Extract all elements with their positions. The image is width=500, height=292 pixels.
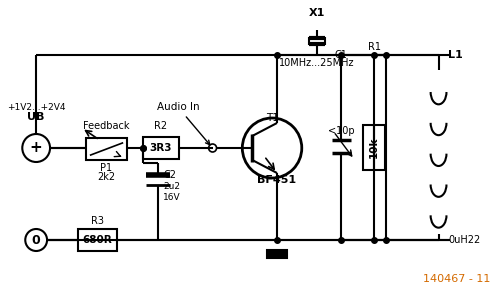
Text: L1: L1 bbox=[448, 50, 463, 60]
Circle shape bbox=[22, 134, 50, 162]
Text: Feedback: Feedback bbox=[84, 121, 130, 131]
Text: 0uH22: 0uH22 bbox=[448, 235, 480, 245]
Text: UB: UB bbox=[28, 112, 45, 122]
Text: 3R3: 3R3 bbox=[150, 143, 172, 153]
Bar bbox=[86, 138, 128, 160]
Text: 2k2: 2k2 bbox=[98, 172, 116, 182]
Circle shape bbox=[242, 118, 302, 178]
Text: C2: C2 bbox=[163, 170, 176, 180]
Bar bbox=[143, 137, 179, 159]
Text: +: + bbox=[30, 140, 42, 156]
Bar bbox=[78, 229, 118, 251]
Text: T1: T1 bbox=[266, 113, 278, 123]
Text: 0: 0 bbox=[32, 234, 40, 246]
Text: P1: P1 bbox=[100, 163, 112, 173]
Text: 140467 - 11: 140467 - 11 bbox=[422, 274, 490, 284]
Text: R3: R3 bbox=[91, 216, 104, 226]
Text: C1: C1 bbox=[335, 50, 348, 60]
Text: 10MHz...25MHz: 10MHz...25MHz bbox=[279, 58, 354, 68]
Circle shape bbox=[208, 144, 216, 152]
Text: R1: R1 bbox=[368, 42, 380, 52]
Bar bbox=[308, 38, 324, 44]
Text: 2u2
16V: 2u2 16V bbox=[163, 182, 180, 202]
Bar bbox=[363, 125, 385, 170]
Text: R2: R2 bbox=[154, 121, 168, 131]
Bar bbox=[267, 250, 287, 258]
Text: X1: X1 bbox=[308, 8, 325, 18]
Text: <10p: <10p bbox=[328, 126, 354, 135]
Text: 10k: 10k bbox=[369, 137, 379, 158]
Text: BF451: BF451 bbox=[258, 175, 296, 185]
Circle shape bbox=[26, 229, 47, 251]
Text: +1V2...+2V4: +1V2...+2V4 bbox=[7, 103, 66, 112]
Text: 680R: 680R bbox=[82, 235, 112, 245]
Text: Audio In: Audio In bbox=[156, 102, 210, 145]
